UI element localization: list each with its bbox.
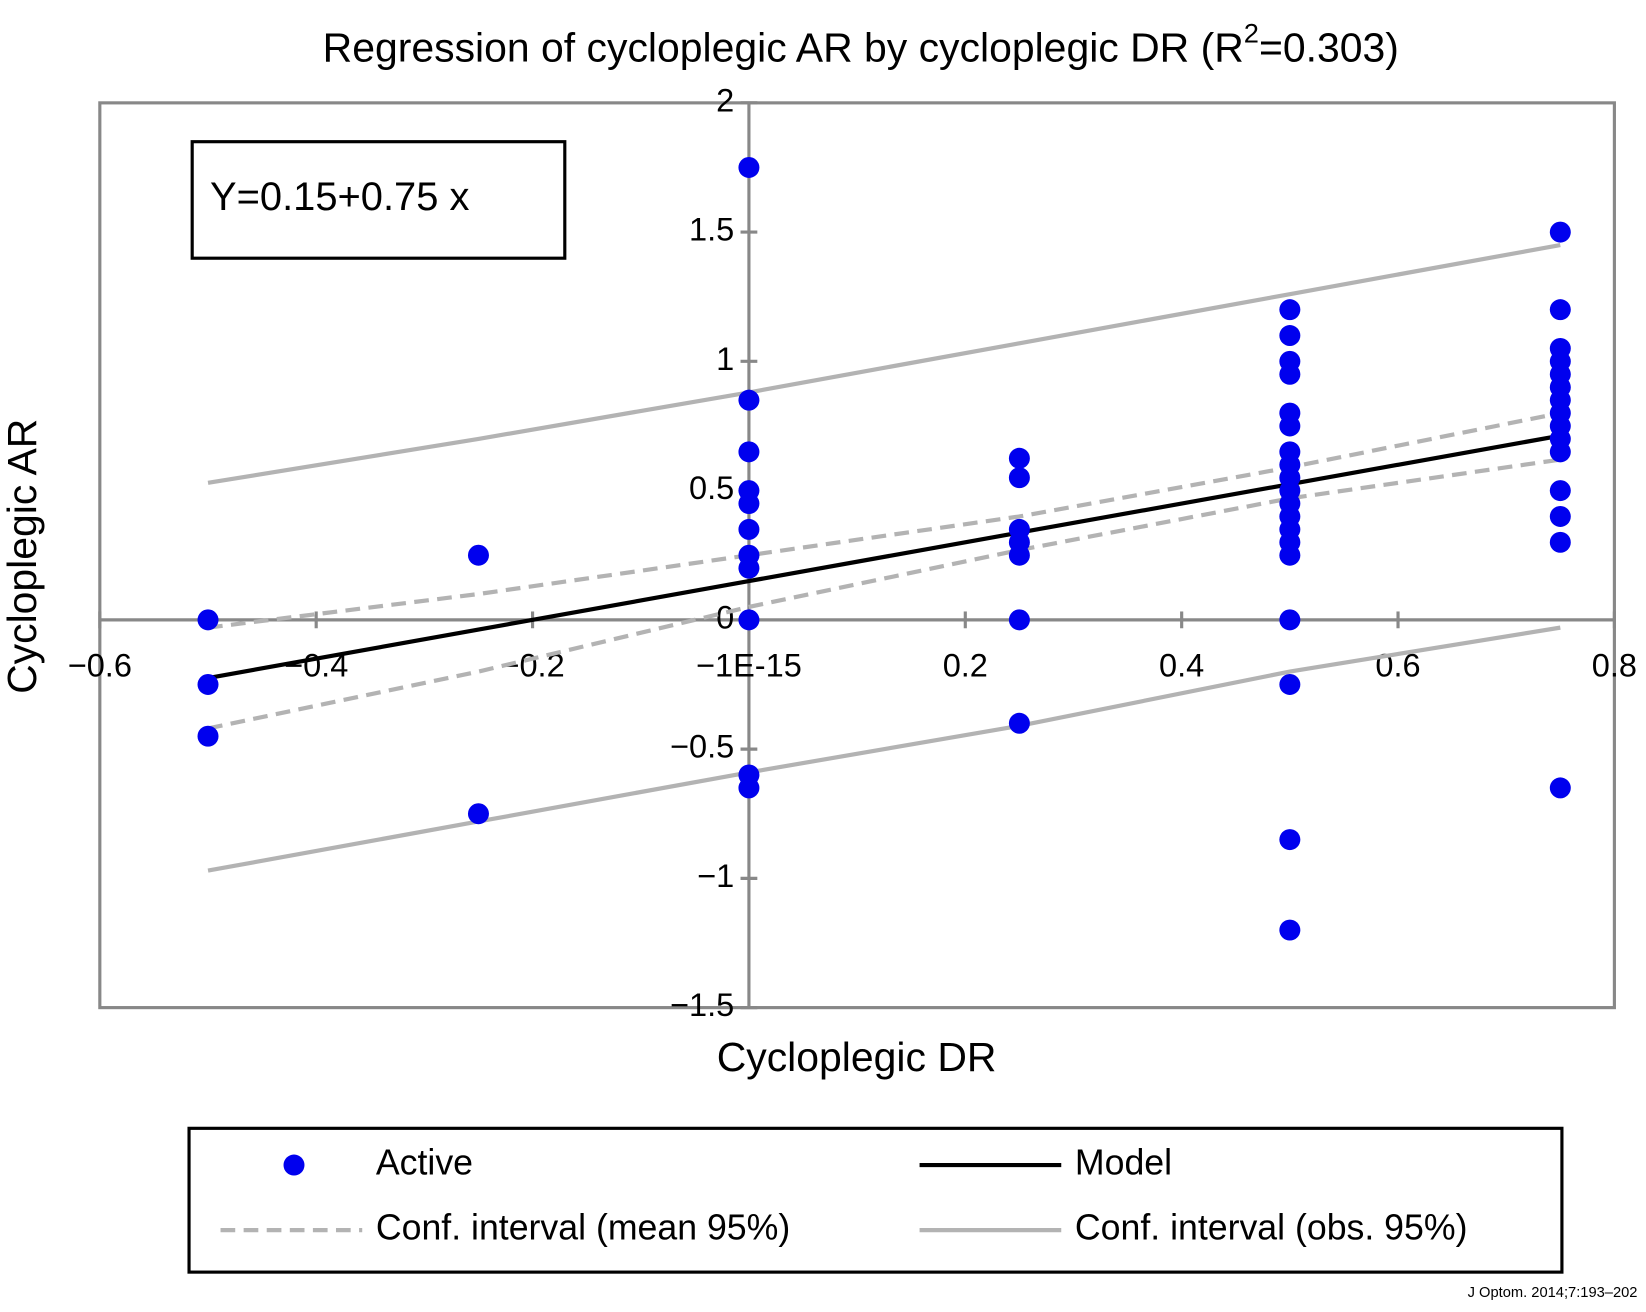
x-axis-label: Cycloplegic DR [717, 1034, 997, 1080]
data-point [1279, 829, 1301, 851]
data-point [1279, 363, 1301, 385]
x-tick-label: 0.4 [1159, 648, 1204, 684]
legend-marker [283, 1154, 305, 1176]
legend: Active Model Conf. interval (mean 95%) Conf… [220, 1142, 1468, 1248]
data-point [738, 156, 760, 178]
legend-label: Conf. interval (mean 95%) [376, 1208, 790, 1248]
y-tick-label: 0 [716, 599, 734, 635]
data-point [1008, 467, 1030, 489]
data-point [1279, 673, 1301, 695]
data-point [1279, 415, 1301, 437]
y-axis-label: Cycloplegic AR [0, 419, 45, 694]
data-point [1008, 712, 1030, 734]
title-end: =0.303) [1259, 24, 1399, 70]
x-tick-label: −1E-15 [696, 648, 802, 684]
y-tick-label: 2 [716, 82, 734, 118]
data-point [1279, 609, 1301, 631]
y-tick-label: −1.5 [670, 987, 734, 1023]
data-point [197, 609, 219, 631]
data-point [467, 544, 489, 566]
legend-label: Model [1075, 1142, 1172, 1182]
data-point [1279, 325, 1301, 347]
y-tick-label: 0.5 [689, 470, 734, 506]
data-point [738, 609, 760, 631]
series-line [207, 433, 1561, 681]
annotation: Y=0.15+0.75 x [210, 175, 469, 219]
title-main: Regression of cycloplegic AR by cyclople… [323, 24, 1244, 70]
data-point [738, 389, 760, 411]
data-point [1279, 544, 1301, 566]
plot-frame [98, 101, 1616, 1010]
data-point [738, 557, 760, 579]
data-point [1549, 441, 1571, 463]
data-point [1549, 480, 1571, 502]
data-point [197, 725, 219, 747]
data-point [467, 803, 489, 825]
chart-title: Regression of cycloplegic AR by cyclople… [323, 18, 1399, 70]
data-point [1008, 447, 1030, 469]
data-point [1549, 777, 1571, 799]
data-point [1279, 919, 1301, 941]
data-point [1008, 544, 1030, 566]
legend-label: Active [376, 1142, 473, 1182]
plot-area: −0.6 −0.4 −0.2 −1E-15 0.2 0.4 0.6 0.821.510.50−… [68, 82, 1637, 1023]
series-line [207, 411, 1561, 630]
x-tick-label: −0.6 [68, 648, 132, 684]
data-point [1008, 609, 1030, 631]
annotation-box [190, 140, 567, 260]
series-line [207, 625, 1561, 873]
y-tick-label: 1.5 [689, 212, 734, 248]
data-point [738, 518, 760, 540]
series-line [207, 457, 1561, 731]
data-point [1549, 531, 1571, 553]
data-point [197, 673, 219, 695]
data-point [1279, 299, 1301, 321]
title-superscript: 2 [1244, 18, 1259, 49]
legend-label: Conf. interval (obs. 95%) [1075, 1208, 1468, 1248]
x-tick-label: 0.8 [1592, 648, 1637, 684]
series-line [207, 242, 1561, 485]
y-tick-label: −0.5 [670, 729, 734, 765]
data-point [738, 493, 760, 515]
source-note: J Optom. 2014;7:193–202 [1468, 1285, 1638, 1301]
legend-box [187, 1126, 1564, 1274]
x-tick-label: 0.2 [943, 648, 988, 684]
data-point [738, 777, 760, 799]
data-point [1549, 221, 1571, 243]
data-point [1549, 299, 1571, 321]
y-tick-label: 1 [716, 341, 734, 377]
y-tick-label: −1 [697, 858, 734, 894]
data-point [1549, 505, 1571, 527]
data-point [738, 441, 760, 463]
